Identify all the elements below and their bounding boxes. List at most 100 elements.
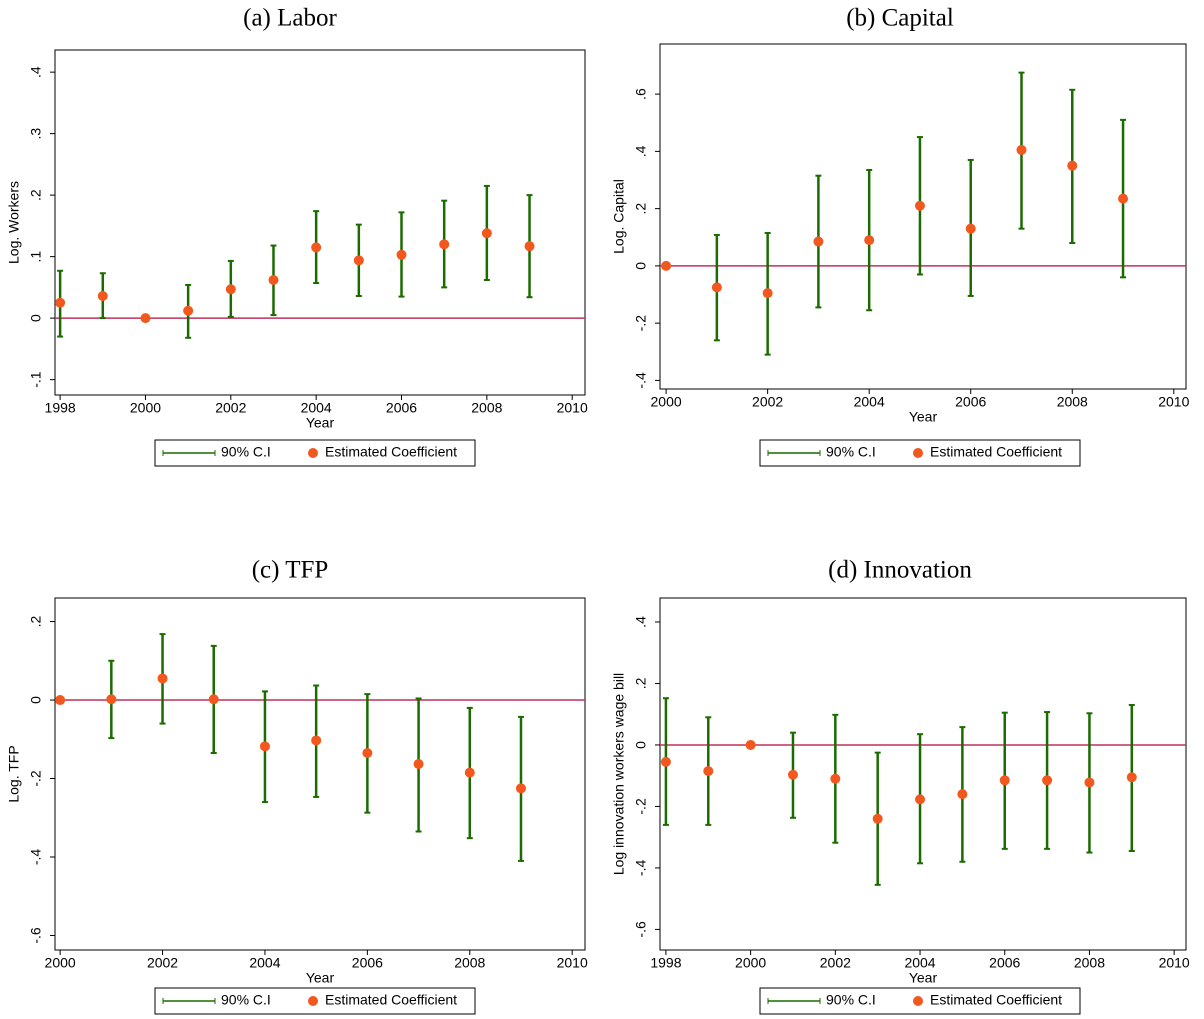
legend-label: Estimated Coefficient [930, 444, 1062, 460]
legend-marker [308, 996, 318, 1006]
coefficient-point [999, 775, 1010, 786]
x-tick-label: 2004 [249, 955, 280, 971]
y-tick-label: .4 [633, 616, 649, 628]
coefficient-point [311, 735, 322, 746]
plot-frame [54, 49, 586, 396]
x-tick-label: 2010 [557, 955, 588, 971]
coefficient-point [1016, 144, 1027, 155]
x-tick-label: 2008 [1057, 394, 1088, 410]
coefficient-point [915, 794, 926, 805]
x-tick-label: 2000 [130, 400, 161, 416]
y-tick-label: -.4 [633, 860, 649, 877]
x-tick-label: 2010 [1158, 394, 1189, 410]
x-tick-label: 1998 [650, 955, 681, 971]
legend-label: 90% C.I [221, 444, 271, 460]
coefficient-point [140, 313, 151, 324]
x-tick-label: 2008 [471, 400, 502, 416]
y-tick-label: 0 [633, 262, 649, 270]
coefficient-point [259, 741, 270, 752]
x-tick-label: 2008 [454, 955, 485, 971]
coefficient-point [157, 673, 168, 684]
coefficient-point [225, 284, 236, 295]
x-tick-label: 2004 [301, 400, 332, 416]
coefficient-point [1067, 160, 1078, 171]
y-axis-label: Log. TFP [6, 745, 22, 802]
x-axis-label: Year [909, 409, 938, 425]
coefficient-point [1118, 193, 1129, 204]
coefficient-point [55, 297, 66, 308]
coefficient-point [208, 694, 219, 705]
coefficient-point [55, 695, 66, 706]
coefficient-point [362, 748, 373, 759]
y-tick-label: 0 [633, 741, 649, 749]
x-tick-label: 2002 [752, 394, 783, 410]
y-tick-label: .2 [28, 189, 44, 201]
x-tick-label: 2010 [557, 400, 588, 416]
coefficient-point [396, 249, 407, 260]
coefficient-point [1126, 772, 1137, 783]
coefficient-point [965, 223, 976, 234]
y-tick-label: -.2 [28, 770, 44, 787]
y-tick-label: -.1 [28, 371, 44, 388]
coefficient-point [106, 694, 117, 705]
y-tick-label: .2 [633, 677, 649, 689]
x-tick-label: 2006 [955, 394, 986, 410]
coefficient-point [787, 769, 798, 780]
coefficient-point [311, 242, 322, 253]
coefficient-point [957, 789, 968, 800]
x-tick-label: 2006 [989, 955, 1020, 971]
panel: (b) Capital -.4 -.2 0 .2 .4 .6 2000 2002 2004 2006… [611, 5, 1190, 467]
coefficient-point [97, 290, 108, 301]
x-tick-label: 2008 [1074, 955, 1105, 971]
coefficient-point [524, 241, 535, 252]
x-tick-label: 2006 [352, 955, 383, 971]
coefficient-point [413, 758, 424, 769]
panel: (d) Innovation -.6 -.4 -.2 0 .2 .4 1998 2000 2002… [611, 557, 1190, 1015]
coefficient-point [464, 767, 475, 778]
coefficient-point [711, 282, 722, 293]
y-tick-label: -.2 [633, 798, 649, 815]
legend-label: Estimated Coefficient [325, 444, 457, 460]
panel-title: (b) Capital [846, 5, 954, 32]
coefficient-point [439, 239, 450, 250]
coefficient-point [268, 275, 279, 285]
x-tick-label: 2004 [854, 394, 885, 410]
plot-frame [54, 597, 586, 951]
coefficient-point [864, 235, 875, 246]
legend-label: Estimated Coefficient [930, 992, 1062, 1008]
y-tick-label: .6 [633, 88, 649, 100]
y-tick-label: .2 [28, 615, 44, 627]
panel-title: (d) Innovation [828, 557, 972, 584]
y-tick-label: -.4 [28, 849, 44, 866]
y-tick-label: -.4 [633, 372, 649, 389]
plot-frame [659, 43, 1187, 390]
legend-label: 90% C.I [826, 992, 876, 1008]
legend-label: Estimated Coefficient [325, 992, 457, 1008]
coefficient-point [813, 236, 824, 247]
x-tick-label: 2006 [386, 400, 417, 416]
x-tick-label: 2000 [735, 955, 766, 971]
y-tick-label: 0 [28, 696, 44, 704]
plot-frame [659, 597, 1187, 951]
x-tick-label: 2002 [820, 955, 851, 971]
y-tick-label: -.2 [633, 315, 649, 332]
legend-label: 90% C.I [221, 992, 271, 1008]
y-tick-label: .4 [28, 66, 44, 78]
legend-marker [913, 996, 923, 1006]
coefficient-point [914, 200, 925, 211]
legend-label: 90% C.I [826, 444, 876, 460]
x-tick-label: 1998 [45, 400, 76, 416]
panel-title: (c) TFP [252, 557, 329, 584]
coefficient-point [353, 255, 364, 266]
y-tick-label: .1 [28, 251, 44, 263]
coefficient-point [481, 228, 492, 239]
x-tick-label: 2002 [215, 400, 246, 416]
coefficient-point [660, 756, 671, 767]
y-tick-label: 0 [28, 314, 44, 322]
coefficient-point [830, 773, 841, 784]
panel: (a) Labor -.1 0 .1 .2 .3 .4 1998 2000 2002 2004 200… [6, 5, 588, 467]
y-axis-label: Log innovation workers wage bill [611, 673, 627, 875]
x-tick-label: 2010 [1159, 955, 1190, 971]
y-axis-label: Log. Workers [6, 181, 22, 264]
